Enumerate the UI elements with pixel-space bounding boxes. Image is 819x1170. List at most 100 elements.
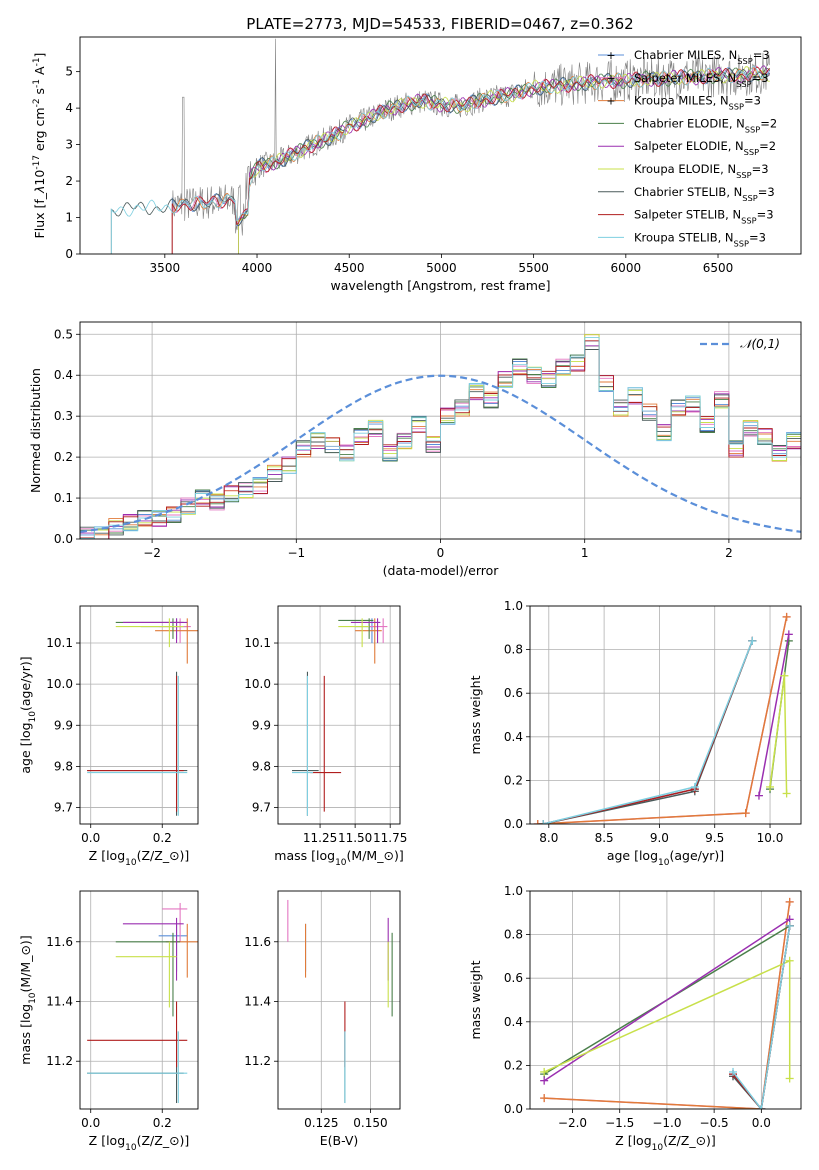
data-point-kroupa-miles [533, 820, 542, 824]
axes-frame [79, 321, 802, 540]
legend-label-normal: 𝒩(0,1) [740, 337, 780, 351]
y-tick-label: 0.3 [54, 409, 73, 423]
legend-label-chabrier-miles: Chabrier MILES, NSSP=3 [634, 48, 770, 66]
x-tick-label: 0.2 [153, 831, 172, 845]
y-tick-label: 0.4 [54, 368, 73, 382]
x-axis-label: wavelength [Angstrom, rest frame] [330, 278, 550, 293]
x-tick-label: 0.150 [353, 1116, 387, 1130]
data-point-kroupa-stelib [690, 782, 699, 791]
plot-area [87, 902, 198, 1104]
x-tick-label: 6000 [611, 261, 642, 275]
y-axis-label: mass weight [468, 960, 483, 1039]
x-tick-label: 0 [437, 546, 445, 560]
x-tick-label: 5000 [426, 261, 457, 275]
series-line-chabrier-stelib [543, 640, 754, 824]
x-tick-label: 0.0 [81, 831, 100, 845]
legend-label-kroupa-elodie: Kroupa ELODIE, NSSP=3 [634, 162, 769, 180]
series-line-chabrier-miles [543, 640, 753, 824]
mass-vs-ebv-panel: 0.125 0.150 11.2 11.4 11.6 E(B-V) [244, 890, 401, 1148]
data-point-kroupa-stelib [757, 1105, 766, 1109]
axes-frame [79, 36, 802, 255]
axes-frame [277, 890, 401, 1110]
legend-label-chabrier-elodie: Chabrier ELODIE, NSSP=2 [634, 116, 777, 134]
y-tick-label: 0 [65, 247, 73, 261]
y-tick-label: 11.6 [46, 935, 73, 949]
y-tick-label: 0.0 [54, 532, 73, 546]
x-tick-label: 6500 [703, 261, 734, 275]
x-tick-label: 8.5 [595, 831, 614, 845]
x-tick-label: 11.25 [303, 831, 337, 845]
x-tick-label: 1 [581, 546, 589, 560]
x-axis-label: Z [log10(Z/Z_⊙)] [89, 1133, 190, 1153]
y-tick-label: 1.0 [504, 599, 523, 613]
figure-title: PLATE=2773, MJD=54533, FIBERID=0467, z=0… [246, 15, 633, 33]
observed-spectrum-line [171, 38, 770, 236]
y-tick-label: 0.5 [54, 327, 73, 341]
axes-frame [79, 605, 199, 825]
y-tick-label: 9.8 [54, 759, 73, 773]
x-tick-label: 9.5 [705, 831, 724, 845]
histogram-chabrier-stelib [80, 349, 801, 539]
x-tick-label: 2 [725, 546, 733, 560]
data-point-kroupa-elodie [540, 1067, 549, 1076]
histogram-chabrier-miles [80, 340, 801, 539]
y-tick-label: 1.0 [504, 884, 523, 898]
axes-frame [277, 605, 401, 825]
x-axis-label: Z [log10(Z/Z_⊙)] [615, 1133, 716, 1153]
model-spectrum-kroupa-miles [171, 67, 770, 254]
y-axis-label: mass [log10(M/M_⊙)] [18, 935, 38, 1064]
age-vs-Z-panel: 0.0 0.2 9.7 9.8 9.9 10.0 10.1 Z [log10(Z/Z_⊙)] a… [18, 605, 199, 868]
plot-area [80, 334, 801, 539]
data-point-kroupa-elodie [782, 789, 791, 798]
model-spectrum-salpeter-elodie [238, 65, 771, 254]
data-point-kroupa-elodie [780, 671, 789, 680]
y-axis-label: Flux [f_λ10-17 erg cm-2 s-1 A-1] [32, 53, 47, 239]
plot-area [540, 897, 794, 1109]
axes-frame [529, 890, 802, 1110]
y-tick-label: 11.4 [244, 994, 271, 1008]
legend-marker: + [606, 49, 615, 62]
data-point-salpeter-elodie [540, 1076, 549, 1085]
x-tick-label: 11.50 [338, 831, 372, 845]
y-tick-label: 0.6 [504, 686, 523, 700]
data-point-kroupa-elodie [785, 956, 794, 965]
normal-distribution-curve [80, 374, 801, 533]
data-point-kroupa-stelib [785, 921, 794, 930]
x-tick-label: 0.0 [752, 1116, 771, 1130]
data-point-kroupa-miles [782, 612, 791, 621]
mass-weight-vs-Z-panel: −2.0 −1.5 −1.0 −0.5 0.0 0.0 0.2 0.4 0.6 0.8 1.0 Z [… [468, 884, 802, 1153]
y-tick-label: 0.1 [54, 491, 73, 505]
histogram-salpeter-elodie [80, 345, 801, 539]
histogram-salpeter-miles [80, 349, 801, 539]
y-axis-label: mass weight [468, 675, 483, 754]
y-tick-label: 10.1 [46, 636, 73, 650]
residuals-panel: −2 −1 0 1 2 0.0 0.1 0.2 0.3 0.4 0.5 (data-model)/er… [28, 321, 802, 578]
y-tick-label: 2 [65, 174, 73, 188]
y-axis-label: age [log10(age/yr)] [18, 656, 38, 773]
legend-label-salpeter-stelib: Salpeter STELIB, NSSP=3 [634, 208, 774, 226]
histogram-kroupa-miles [80, 334, 801, 539]
x-tick-label: 0.0 [81, 1116, 100, 1130]
plot-area [292, 618, 388, 816]
y-tick-label: 0.2 [504, 1058, 523, 1072]
legend-label-kroupa-miles: Kroupa MILES, NSSP=3 [634, 94, 761, 112]
legend-marker: + [606, 72, 615, 85]
y-tick-label: 0.4 [504, 1015, 523, 1029]
y-tick-label: 11.2 [46, 1054, 73, 1068]
y-tick-label: 3 [65, 138, 73, 152]
model-spectrum-salpeter-stelib [171, 66, 771, 254]
x-axis-label: (data-model)/error [383, 563, 500, 578]
mass-weight-vs-age-panel: 8.0 8.5 9.0 9.5 10.0 0.0 0.2 0.4 0.6 0.8 1.0 age [l… [468, 599, 802, 868]
axes-frame [79, 890, 199, 1110]
x-tick-label: −2 [143, 546, 161, 560]
mass-vs-Z-panel: 0.0 0.2 11.2 11.4 11.6 Z [log10(Z/Z_⊙)] mass [… [18, 890, 199, 1153]
y-tick-label: 0.0 [504, 1102, 523, 1116]
series-line-salpeter-stelib [543, 640, 753, 824]
x-tick-label: 0.2 [153, 1116, 172, 1130]
x-tick-label: −1.0 [652, 1116, 681, 1130]
y-tick-label: 10.0 [244, 677, 271, 691]
legend-label-salpeter-elodie: Salpeter ELODIE, NSSP=2 [634, 139, 776, 157]
x-tick-label: −2.0 [558, 1116, 587, 1130]
data-point-kroupa-miles [785, 897, 794, 906]
